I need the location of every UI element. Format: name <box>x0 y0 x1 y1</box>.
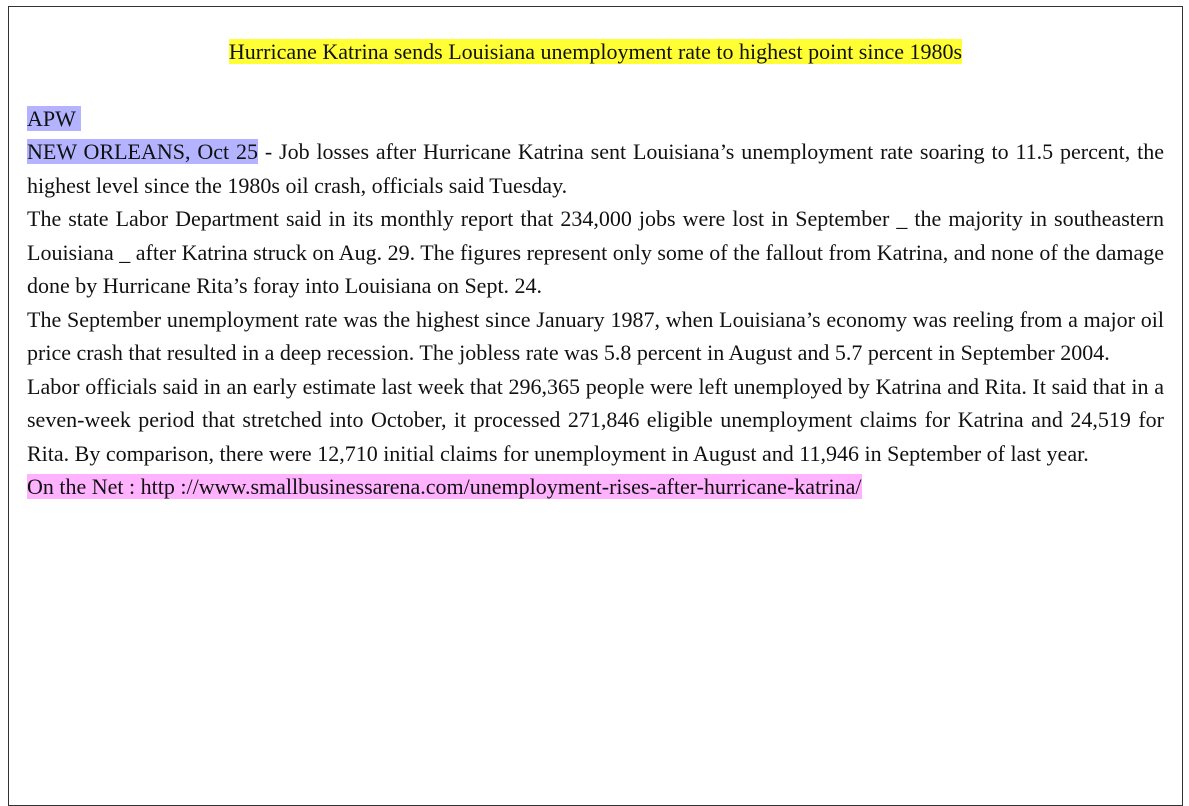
net-url: http ://www.smallbusinessarena.com/unemp… <box>140 474 862 499</box>
paragraph: Labor officials said in an early estimat… <box>27 373 1164 466</box>
page: Hurricane Katrina sends Louisiana unempl… <box>8 6 1183 806</box>
title: Hurricane Katrina sends Louisiana unempl… <box>228 39 963 64</box>
paragraph: The state Labor Department said in its m… <box>27 206 1164 298</box>
document: Hurricane Katrina sends Louisiana unempl… <box>8 6 1183 806</box>
paragraph: The September unemployment rate was the … <box>27 306 1164 366</box>
net-line: On the Net : http ://www.smallbusinessar… <box>27 470 1164 504</box>
title-line: Hurricane Katrina sends Louisiana unempl… <box>27 35 1164 69</box>
lead: - Job losses after Hurricane Katrina sen… <box>27 139 1164 198</box>
source: APW <box>27 105 76 131</box>
source-line: APW <box>27 102 1164 136</box>
net-label: On the Net : <box>27 474 136 499</box>
lead-paragraph: NEW ORLEANS, Oct 25 - Job losses after H… <box>27 135 1164 202</box>
dateline: NEW ORLEANS, Oct 25 <box>27 139 258 164</box>
